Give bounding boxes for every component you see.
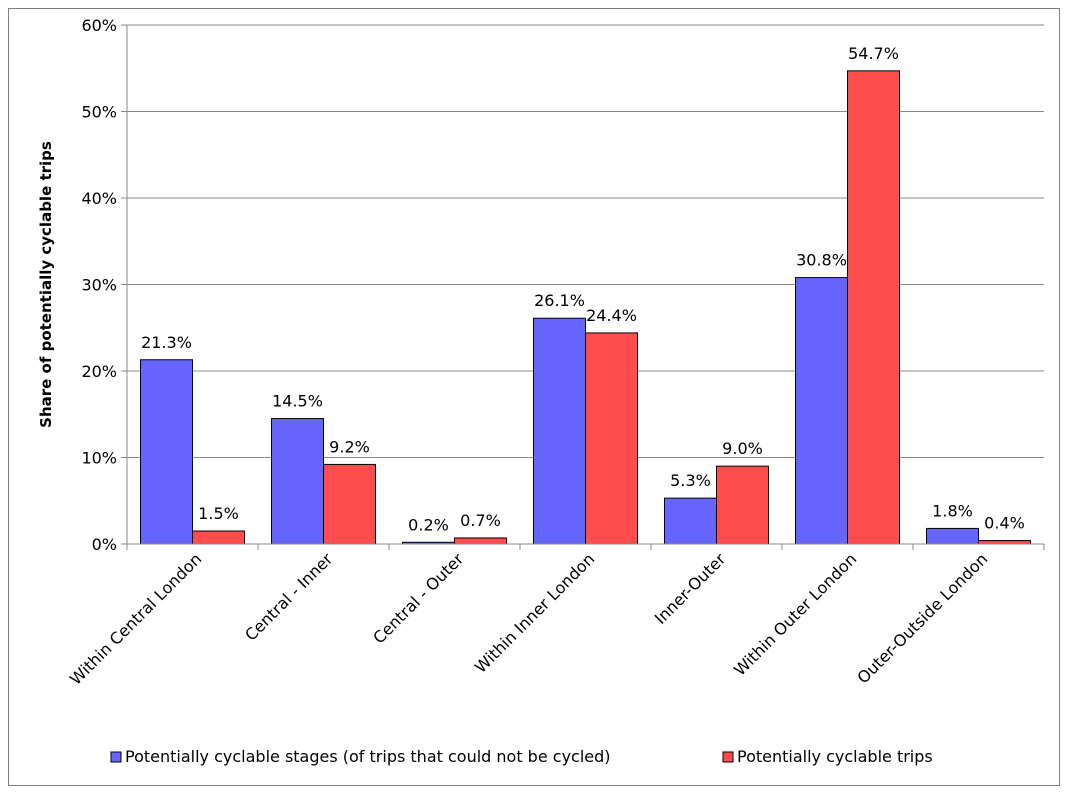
data-label: 0.2% [408, 515, 449, 534]
category-label: Within Outer London [730, 549, 860, 679]
bar-trips [716, 465, 769, 545]
data-label: 9.2% [329, 437, 370, 456]
category-label: Within Inner London [471, 549, 598, 676]
category-label: Within Central London [66, 549, 205, 688]
y-axis-title: Share of potentially cyclable trips [37, 141, 55, 428]
bar-stages [795, 277, 848, 545]
y-tick-label: 50% [81, 103, 117, 122]
data-label: 1.5% [198, 504, 239, 523]
data-label: 9.0% [722, 439, 763, 458]
bar-stages [140, 359, 193, 545]
data-label: 30.8% [796, 251, 847, 270]
y-tick-label: 10% [81, 449, 117, 468]
bar-trips [847, 70, 900, 545]
data-label: 24.4% [586, 306, 637, 325]
category-label: Central - Inner [241, 549, 336, 644]
data-label: 1.8% [932, 501, 973, 520]
bar-stages [271, 418, 324, 545]
data-label: 5.3% [670, 471, 711, 490]
bar-trips [192, 530, 245, 545]
data-label: 21.3% [141, 333, 192, 352]
data-label: 14.5% [272, 392, 323, 411]
y-tick-label: 60% [81, 16, 117, 35]
y-tick-label: 40% [81, 189, 117, 208]
data-label: 0.7% [460, 511, 501, 530]
bar-trips [454, 537, 507, 545]
data-label: 54.7% [848, 44, 899, 63]
bar-trips [323, 463, 376, 545]
legend-label-stages: Potentially cyclable stages (of trips th… [125, 747, 611, 766]
legend-label-trips: Potentially cyclable trips [737, 747, 933, 766]
category-label: Inner-Outer [651, 549, 730, 628]
bar-stages [664, 497, 717, 545]
y-tick-label: 30% [81, 276, 117, 295]
data-label: 0.4% [984, 514, 1025, 533]
legend-swatch-trips [722, 751, 734, 763]
bar-trips [978, 540, 1031, 545]
bar-stages [926, 527, 979, 545]
category-label: Central - Outer [369, 549, 467, 647]
y-tick-label: 0% [92, 535, 117, 554]
data-label: 26.1% [534, 291, 585, 310]
y-tick-label: 20% [81, 362, 117, 381]
bar-trips [585, 332, 638, 545]
bar-stages [533, 317, 586, 545]
category-label: Outer-Outside London [853, 549, 991, 687]
legend-swatch-stages [110, 751, 122, 763]
